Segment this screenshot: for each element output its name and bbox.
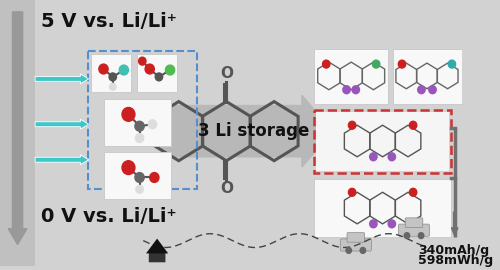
Bar xyxy=(104,152,171,199)
Bar xyxy=(314,110,451,173)
FancyArrow shape xyxy=(35,74,88,84)
Circle shape xyxy=(370,153,377,161)
Circle shape xyxy=(404,233,409,239)
Circle shape xyxy=(136,185,143,193)
Circle shape xyxy=(119,65,128,75)
FancyBboxPatch shape xyxy=(340,239,372,251)
Circle shape xyxy=(156,73,162,81)
Circle shape xyxy=(372,60,380,68)
Circle shape xyxy=(136,134,143,143)
FancyArrow shape xyxy=(162,95,332,167)
Circle shape xyxy=(410,121,417,129)
Circle shape xyxy=(348,188,356,196)
Text: O: O xyxy=(220,181,233,196)
Circle shape xyxy=(145,64,154,74)
Circle shape xyxy=(166,65,174,75)
Circle shape xyxy=(122,107,135,121)
Circle shape xyxy=(109,73,116,81)
Circle shape xyxy=(110,83,116,90)
Bar xyxy=(314,180,451,237)
Circle shape xyxy=(360,248,366,253)
Circle shape xyxy=(370,220,377,228)
Circle shape xyxy=(138,57,146,65)
Bar xyxy=(104,99,171,146)
Circle shape xyxy=(135,173,144,183)
Circle shape xyxy=(352,86,360,94)
Circle shape xyxy=(418,233,424,239)
Polygon shape xyxy=(149,244,166,262)
Circle shape xyxy=(99,64,108,74)
Text: 340mAh/g: 340mAh/g xyxy=(418,244,489,256)
Bar xyxy=(316,112,449,171)
Circle shape xyxy=(388,220,396,228)
FancyArrow shape xyxy=(35,155,88,165)
Circle shape xyxy=(388,153,396,161)
Circle shape xyxy=(448,60,456,68)
Text: 5 V vs. Li/Li⁺: 5 V vs. Li/Li⁺ xyxy=(40,12,176,31)
FancyArrow shape xyxy=(452,212,458,236)
Circle shape xyxy=(150,173,159,183)
Bar xyxy=(137,54,177,92)
Bar xyxy=(88,51,197,189)
FancyBboxPatch shape xyxy=(398,224,430,236)
FancyArrow shape xyxy=(8,12,27,245)
Bar xyxy=(393,49,462,103)
Circle shape xyxy=(429,86,436,94)
Polygon shape xyxy=(146,239,168,254)
Circle shape xyxy=(343,86,350,94)
Text: 0 V vs. Li/Li⁺: 0 V vs. Li/Li⁺ xyxy=(40,207,176,226)
FancyBboxPatch shape xyxy=(347,233,364,242)
FancyBboxPatch shape xyxy=(405,218,423,227)
Circle shape xyxy=(135,121,144,131)
Circle shape xyxy=(418,86,425,94)
FancyArrow shape xyxy=(35,119,88,129)
Circle shape xyxy=(322,60,330,68)
Bar xyxy=(0,0,35,266)
Circle shape xyxy=(148,120,156,129)
Bar xyxy=(314,49,388,103)
Circle shape xyxy=(348,121,356,129)
Circle shape xyxy=(346,248,352,253)
Text: 598mWh/g: 598mWh/g xyxy=(418,254,493,267)
Text: 3 Li storage: 3 Li storage xyxy=(198,122,310,140)
Circle shape xyxy=(410,188,417,196)
Bar xyxy=(90,54,131,92)
Circle shape xyxy=(398,60,406,68)
Text: O: O xyxy=(220,66,233,82)
Circle shape xyxy=(122,161,135,174)
